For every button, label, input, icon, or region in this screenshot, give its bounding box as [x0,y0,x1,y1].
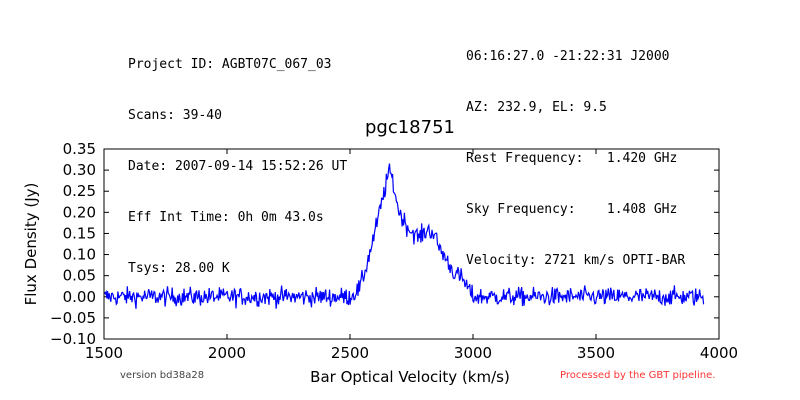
y-tick-label: 0.05 [63,267,96,285]
pipeline-credit: Processed by the GBT pipeline. [560,370,716,381]
header-right-info: 06:16:27.0 -21:22:31 J2000 AZ: 232.9, EL… [466,14,685,286]
y-tick-label: −0.10 [50,330,96,348]
header-left-info: Project ID: AGBT07C_067_03 Scans: 39-40 … [128,22,347,294]
project-id-text: Project ID: AGBT07C_067_03 [128,57,332,72]
x-tick-label: 2000 [208,344,246,362]
y-axis-ticks: −0.10 −0.05 0.00 0.05 0.10 0.15 0.20 0.25 0.30 0.… [50,140,719,348]
velocity-text: Velocity: 2721 km/s OPTI-BAR [466,253,686,268]
coordinates-text: 06:16:27.0 -21:22:31 J2000 [466,49,670,64]
scans-text: Scans: 39-40 [128,108,222,123]
int-time-text: Eff Int Time: 0h 0m 43.0s [128,210,324,225]
y-tick-label: 0.20 [63,203,96,221]
x-tick-label: 1500 [85,344,123,362]
y-tick-label: 0.15 [63,224,96,242]
sky-frequency-text: Sky Frequency: 1.408 GHz [466,202,678,217]
y-tick-label: −0.05 [50,309,96,327]
tsys-text: Tsys: 28.00 K [128,261,230,276]
y-axis-label: Flux Density (Jy) [22,183,40,306]
spectrum-series-line [103,163,705,309]
version-label: version bd38a28 [120,370,205,381]
x-tick-label: 3000 [454,344,492,362]
y-tick-label: 0.25 [63,182,96,200]
x-axis-label: Bar Optical Velocity (km/s) [310,368,510,386]
x-tick-label: 2500 [331,344,369,362]
x-tick-label: 4000 [700,344,738,362]
y-tick-label: 0.00 [63,288,96,306]
y-tick-label: 0.10 [63,246,96,264]
x-axis-ticks: 1500 2000 2500 3000 3500 4000 [85,149,738,362]
date-text: Date: 2007-09-14 15:52:26 UT [128,159,348,174]
az-el-text: AZ: 232.9, EL: 9.5 [466,100,607,115]
y-tick-label: 0.30 [63,161,96,179]
rest-frequency-text: Rest Frequency: 1.420 GHz [466,151,678,166]
x-tick-label: 3500 [577,344,615,362]
plot-frame [103,148,720,340]
y-tick-label: 0.35 [63,140,96,158]
chart-title: pgc18751 [365,117,455,138]
